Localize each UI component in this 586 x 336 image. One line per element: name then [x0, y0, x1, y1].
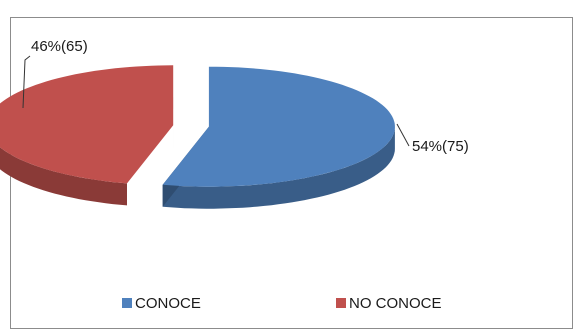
pie-slice-top-no-conoce: [0, 65, 174, 184]
pie-slice-top-conoce: [162, 66, 395, 187]
legend-label-conoce: CONOCE: [135, 295, 201, 312]
data-label-conoce: 54%(75): [412, 138, 469, 155]
leader-line-no-conoce: [22, 55, 31, 109]
legend-label-no-conoce: NO CONOCE: [349, 295, 442, 312]
legend-swatch-no-conoce: [336, 298, 346, 308]
leader-line-conoce: [396, 123, 410, 147]
pie-slice-side-no-conoce: [0, 147, 127, 206]
pie-slice-conoce: [162, 66, 395, 209]
legend-swatch-conoce: [122, 298, 132, 308]
data-label-no-conoce: 46%(65): [31, 38, 88, 55]
pie-slice-no-conoce: [0, 65, 174, 206]
legend: CONOCE NO CONOCE: [122, 295, 442, 312]
pie-slice-side-conoce: [162, 126, 395, 209]
